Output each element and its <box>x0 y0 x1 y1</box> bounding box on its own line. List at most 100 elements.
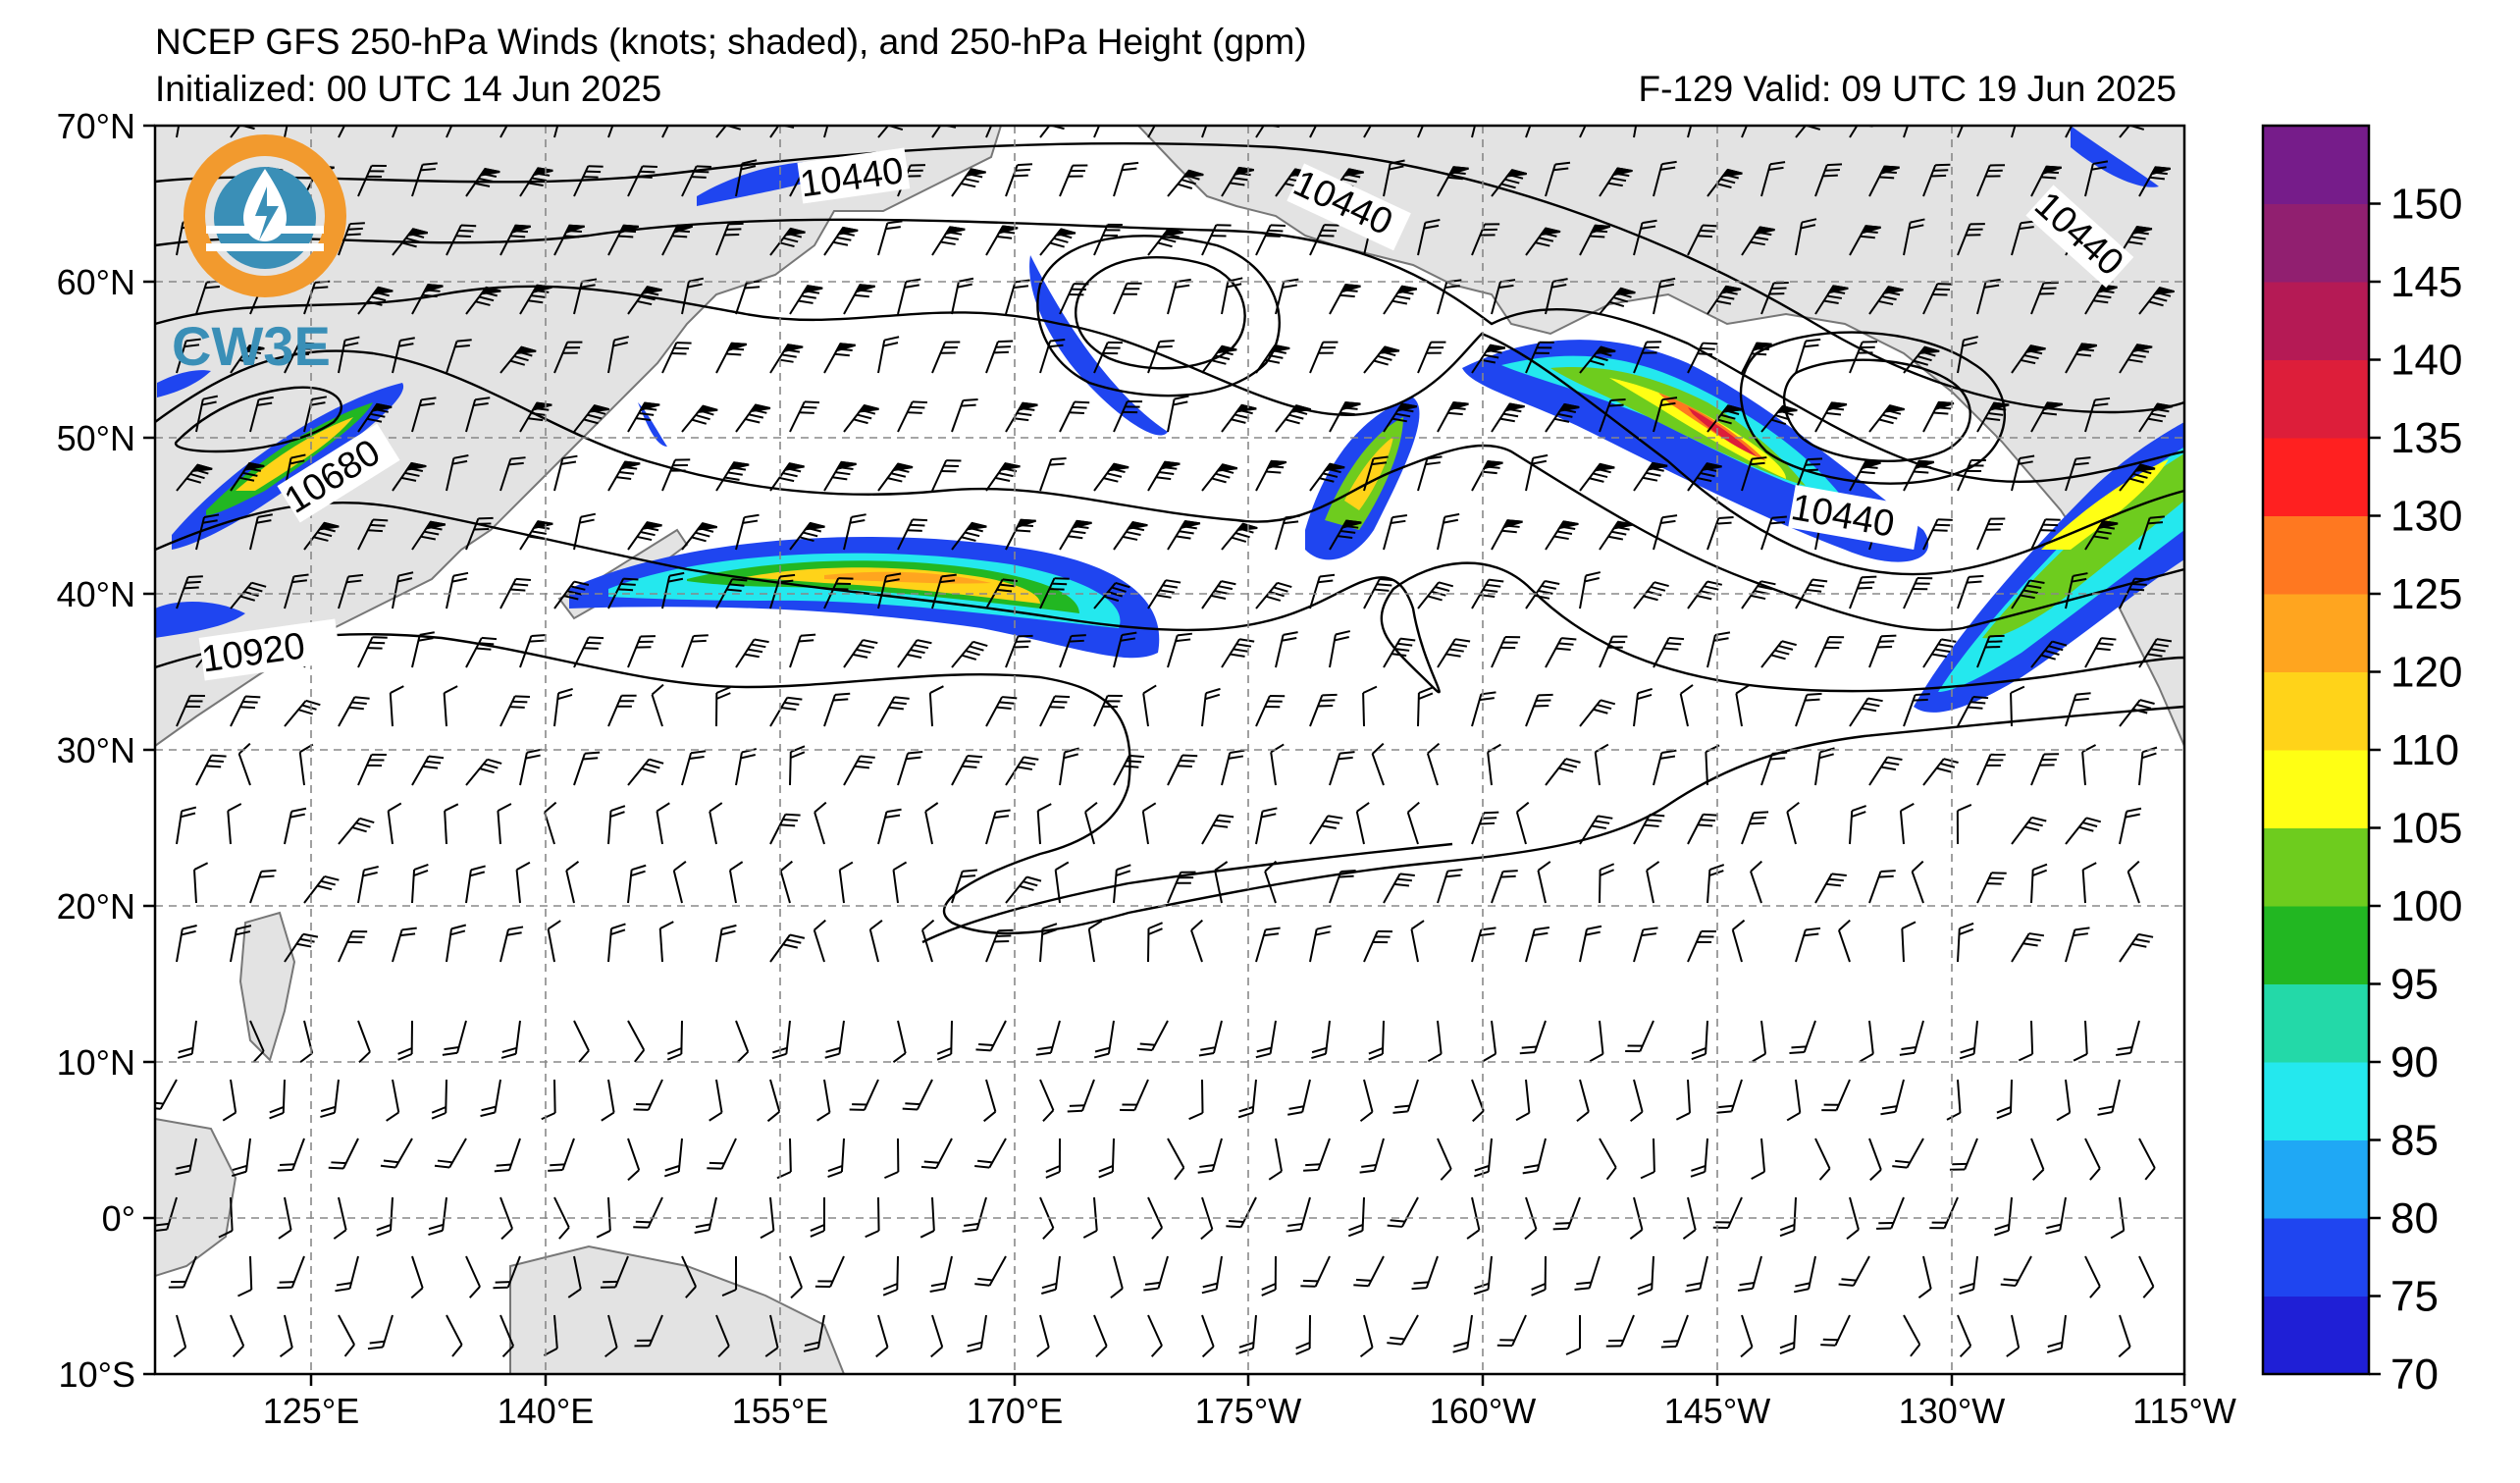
wind-barb <box>1531 1255 1547 1297</box>
wind-barb <box>465 758 502 786</box>
wind-barb <box>1653 160 1677 197</box>
wind-barb <box>1113 754 1145 786</box>
wind-barb <box>338 573 364 609</box>
wind-barb <box>1690 1138 1708 1178</box>
wind-barb <box>607 460 641 492</box>
wind-barb <box>392 927 417 963</box>
colorbar-swatch <box>2263 1218 2369 1297</box>
wind-barb <box>1957 336 1978 374</box>
wind-barb <box>1039 1196 1055 1240</box>
wind-barb <box>1599 520 1634 551</box>
wind-barb <box>218 1196 234 1239</box>
wind-barb <box>176 338 201 374</box>
wind-barb <box>1814 285 1849 315</box>
wind-barb <box>651 683 664 727</box>
wind-barb <box>1221 166 1254 197</box>
wind-barb <box>627 635 656 668</box>
wind-barb <box>230 461 265 492</box>
wind-barb <box>1599 635 1628 668</box>
wind-barb <box>1093 694 1123 727</box>
wind-barb <box>813 919 826 963</box>
wind-barb <box>735 1020 750 1064</box>
wind-barb <box>1329 519 1362 551</box>
wind-barb <box>764 1314 779 1357</box>
wind-barb <box>1814 873 1847 904</box>
wind-barb <box>843 755 875 786</box>
wind-barb <box>1786 801 1800 845</box>
wind-barb <box>1760 515 1787 551</box>
wind-barb <box>2138 402 2173 433</box>
wind-barb <box>1005 756 1039 786</box>
wind-barb <box>596 1196 611 1239</box>
wind-barb <box>1880 1079 1905 1116</box>
wind-barb <box>666 1020 683 1061</box>
wind-barb <box>338 817 375 845</box>
wind-barb <box>1956 804 1972 845</box>
wind-barb <box>1275 404 1311 433</box>
colorbar-label: 130 <box>2390 493 2462 541</box>
wind-barb <box>1976 753 2006 786</box>
wind-barb <box>823 343 856 374</box>
wind-barb <box>1660 1314 1689 1349</box>
wind-barb <box>2010 685 2025 727</box>
wind-barb <box>951 869 978 904</box>
lat-label: 70°N <box>57 106 135 146</box>
wind-barb <box>814 801 827 845</box>
wind-barb <box>607 224 640 256</box>
wind-barb <box>1309 925 1332 963</box>
wind-barb <box>1522 1138 1547 1175</box>
wind-barb <box>1221 749 1245 786</box>
wind-barb <box>335 1255 359 1293</box>
wind-barb <box>2126 860 2140 904</box>
wind-barb <box>627 286 662 315</box>
wind-barb <box>721 1255 738 1297</box>
philippines <box>238 911 296 1062</box>
wind-barb <box>735 638 769 668</box>
wind-barb <box>962 1196 987 1233</box>
wind-barb <box>1545 402 1580 433</box>
wind-barb <box>1136 1020 1169 1052</box>
lat-label: 0° <box>102 1198 135 1239</box>
wind-barb <box>1899 803 1915 845</box>
wind-barb <box>1876 1196 1905 1230</box>
wind-barb <box>446 571 469 609</box>
wind-barb <box>227 803 242 845</box>
wind-barb <box>1113 282 1142 315</box>
wind-barb <box>428 1196 447 1237</box>
wind-barb <box>573 751 601 786</box>
wind-barb <box>985 696 1018 727</box>
wind-barb <box>656 802 670 845</box>
wind-barb <box>2065 692 2091 727</box>
wind-barb <box>816 1079 831 1122</box>
wind-barb <box>709 1079 723 1122</box>
wind-barb <box>985 340 1014 374</box>
wind-barb <box>1255 224 1286 256</box>
wind-barb <box>357 164 387 197</box>
wind-barb <box>2119 463 2156 492</box>
wind-barb <box>951 398 978 433</box>
wind-barb <box>1525 341 1554 374</box>
wind-barb <box>1268 1138 1283 1181</box>
wind-barb <box>1760 751 1788 786</box>
wind-barb <box>2084 160 2109 197</box>
colorbar-label: 120 <box>2390 649 2462 697</box>
wind-barb <box>553 1196 570 1240</box>
wind-barb <box>155 1196 178 1233</box>
wind-barb <box>884 1138 900 1180</box>
wind-barb <box>176 463 213 492</box>
wind-barb <box>1682 1196 1697 1240</box>
wind-barb <box>1751 1138 1766 1180</box>
wind-barb <box>1760 281 1789 315</box>
wind-barb <box>277 1255 305 1290</box>
wind-barb <box>877 220 903 256</box>
wind-barb <box>168 1255 197 1289</box>
wind-barb <box>1525 579 1560 609</box>
lon-label: 155°E <box>732 1391 828 1431</box>
wind-barb <box>1383 402 1417 433</box>
wind-barb <box>237 1255 253 1298</box>
wind-barb <box>465 286 501 315</box>
wind-barb <box>1261 1255 1277 1297</box>
latitude-labels: 70°N 60°N 50°N 40°N 30°N 20°N 10°N 0° 10… <box>57 106 135 1395</box>
wind-barb <box>1629 1079 1644 1123</box>
wind-barb <box>1255 344 1290 374</box>
